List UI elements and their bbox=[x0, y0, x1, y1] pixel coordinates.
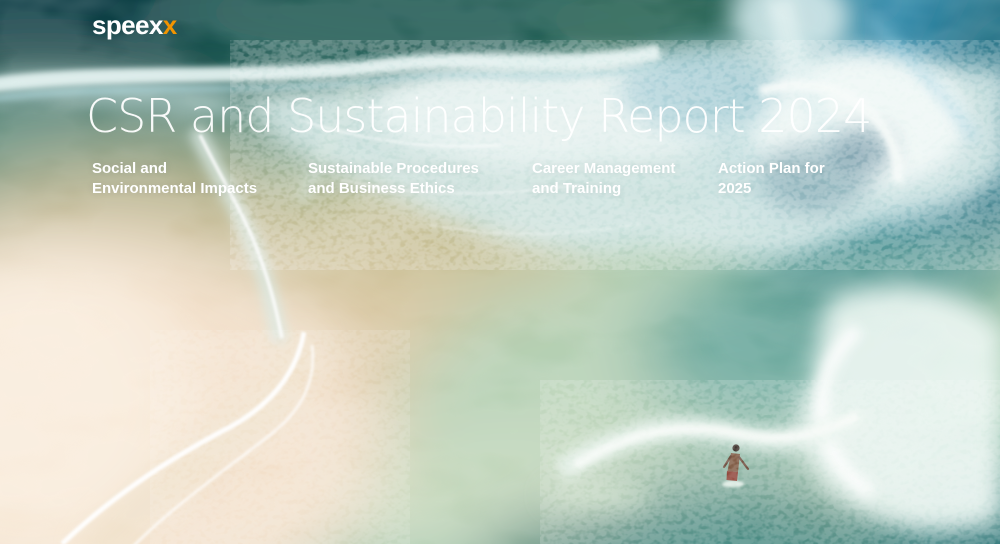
section-label-action-plan: Action Plan for 2025 bbox=[718, 160, 825, 197]
speexx-logo: speexx bbox=[92, 12, 177, 38]
logo-accent-letter: x bbox=[162, 10, 177, 40]
section-label-career-management: Career Management and Training bbox=[532, 160, 676, 197]
section-label-social-environmental: Social and Environmental Impacts bbox=[92, 160, 258, 197]
report-title: CSR and Sustainability Report 2024 bbox=[86, 89, 872, 143]
section-label-sustainable-procedures: Sustainable Procedures and Business Ethi… bbox=[308, 160, 479, 197]
logo-text: speex bbox=[92, 10, 163, 40]
